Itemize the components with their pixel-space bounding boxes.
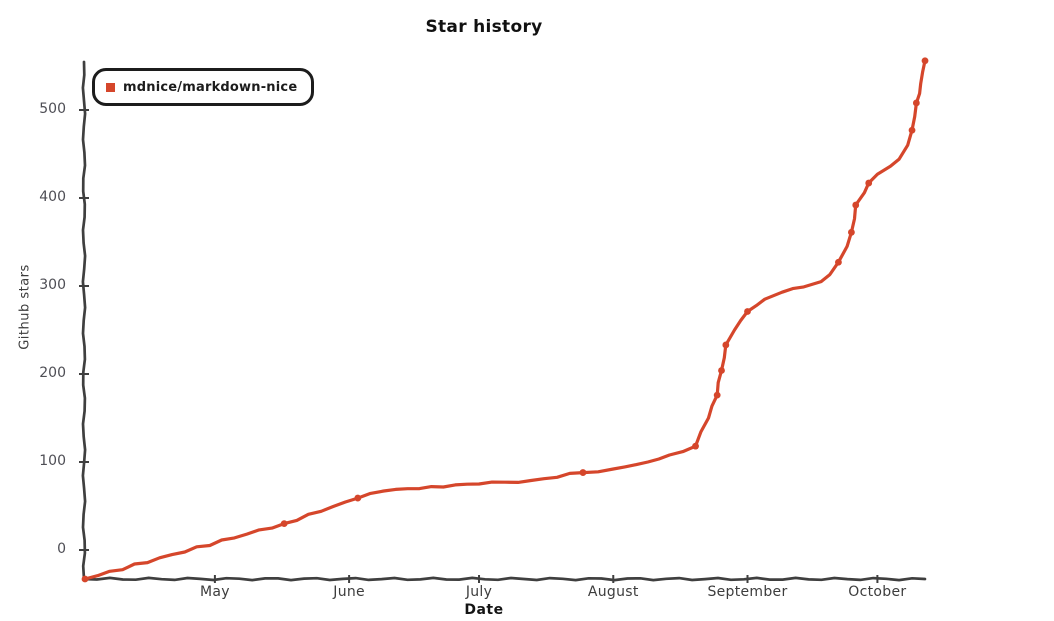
x-tick-label: August (587, 584, 639, 600)
data-point-dot (912, 99, 920, 107)
data-point-dot (921, 57, 929, 65)
x-axis-title: Date (464, 602, 504, 618)
data-point-dot (718, 367, 725, 374)
data-point-dot (722, 341, 730, 349)
y-tick-label: 500 (39, 101, 66, 117)
data-point-dot (848, 228, 855, 236)
y-tick-label: 400 (39, 189, 66, 205)
x-tick-label: May (199, 584, 230, 600)
data-point-dot (81, 575, 89, 583)
data-point-dot (692, 442, 699, 450)
chart-title: Star history (425, 17, 543, 37)
y-tick-label: 300 (39, 277, 66, 293)
data-point-dot (744, 308, 751, 315)
data-point-dot (852, 201, 860, 209)
data-point-dot (713, 391, 721, 399)
data-point-dot (865, 179, 873, 187)
x-tick-label: October (848, 584, 907, 600)
data-point-dot (579, 469, 587, 476)
legend-series-label: mdnice/markdown-nice (123, 79, 298, 95)
data-point-dot (354, 494, 362, 502)
series-line (83, 59, 927, 581)
data-point-dot (908, 126, 916, 134)
data-point-dot (835, 258, 842, 266)
y-tick-label: 100 (39, 453, 66, 469)
x-tick-label: June (333, 584, 365, 600)
legend: mdnice/markdown-nice (92, 68, 315, 106)
y-tick-label: 0 (57, 541, 66, 557)
y-tick-label: 200 (39, 365, 66, 381)
x-tick-label: September (707, 584, 788, 600)
legend-marker-icon (106, 82, 115, 92)
data-point-dot (280, 520, 288, 527)
x-tick-label: July (465, 584, 493, 600)
